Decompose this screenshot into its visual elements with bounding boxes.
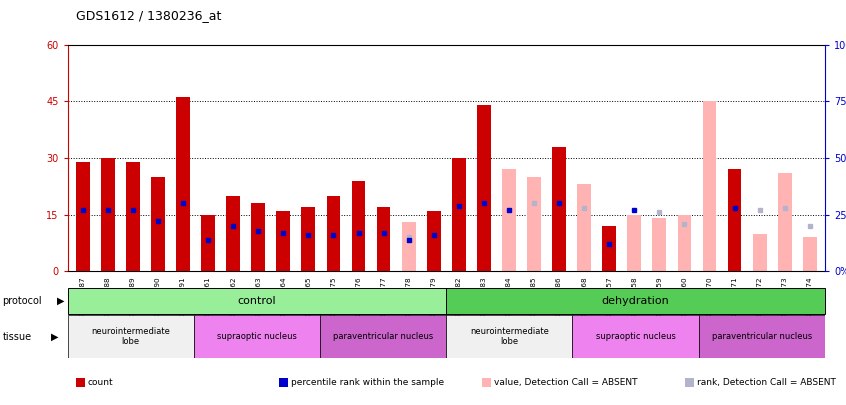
Text: protocol: protocol bbox=[3, 296, 42, 306]
Bar bbox=[452, 158, 465, 271]
Text: tissue: tissue bbox=[3, 332, 31, 342]
Bar bbox=[327, 196, 340, 271]
Text: paraventricular nucleus: paraventricular nucleus bbox=[711, 332, 812, 341]
Bar bbox=[777, 173, 792, 271]
Bar bbox=[477, 105, 491, 271]
Bar bbox=[277, 211, 290, 271]
Bar bbox=[447, 288, 825, 314]
Bar bbox=[402, 222, 415, 271]
Bar bbox=[126, 162, 140, 271]
Bar bbox=[552, 147, 566, 271]
Bar bbox=[699, 315, 825, 358]
Bar bbox=[301, 207, 316, 271]
Bar bbox=[803, 237, 816, 271]
Bar bbox=[678, 215, 691, 271]
Text: control: control bbox=[238, 296, 277, 306]
Bar bbox=[68, 315, 194, 358]
Text: neurointermediate
lobe: neurointermediate lobe bbox=[470, 327, 549, 346]
Bar bbox=[577, 184, 591, 271]
Text: value, Detection Call = ABSENT: value, Detection Call = ABSENT bbox=[494, 378, 638, 387]
Bar bbox=[320, 315, 447, 358]
Bar bbox=[352, 181, 365, 271]
Bar bbox=[753, 234, 766, 271]
Bar bbox=[602, 226, 616, 271]
Text: paraventricular nucleus: paraventricular nucleus bbox=[333, 332, 433, 341]
Bar bbox=[76, 162, 90, 271]
Text: neurointermediate
lobe: neurointermediate lobe bbox=[91, 327, 170, 346]
Bar bbox=[628, 215, 641, 271]
Bar bbox=[502, 169, 516, 271]
Bar bbox=[652, 218, 667, 271]
Bar bbox=[151, 177, 165, 271]
Text: dehydration: dehydration bbox=[602, 296, 669, 306]
Bar bbox=[703, 101, 717, 271]
Text: ▶: ▶ bbox=[57, 296, 64, 306]
Bar bbox=[194, 315, 320, 358]
Bar bbox=[176, 98, 190, 271]
Bar bbox=[68, 288, 447, 314]
Text: percentile rank within the sample: percentile rank within the sample bbox=[291, 378, 444, 387]
Text: GDS1612 / 1380236_at: GDS1612 / 1380236_at bbox=[76, 9, 222, 22]
Text: supraoptic nucleus: supraoptic nucleus bbox=[217, 332, 297, 341]
Text: supraoptic nucleus: supraoptic nucleus bbox=[596, 332, 675, 341]
Bar bbox=[427, 211, 441, 271]
Bar bbox=[201, 215, 215, 271]
Bar bbox=[447, 315, 573, 358]
Bar bbox=[527, 177, 541, 271]
Bar bbox=[101, 158, 115, 271]
Text: count: count bbox=[88, 378, 113, 387]
Bar bbox=[728, 169, 741, 271]
Text: ▶: ▶ bbox=[51, 332, 58, 342]
Bar bbox=[376, 207, 391, 271]
Text: rank, Detection Call = ABSENT: rank, Detection Call = ABSENT bbox=[697, 378, 836, 387]
Bar bbox=[251, 203, 265, 271]
Bar bbox=[573, 315, 699, 358]
Bar bbox=[226, 196, 240, 271]
